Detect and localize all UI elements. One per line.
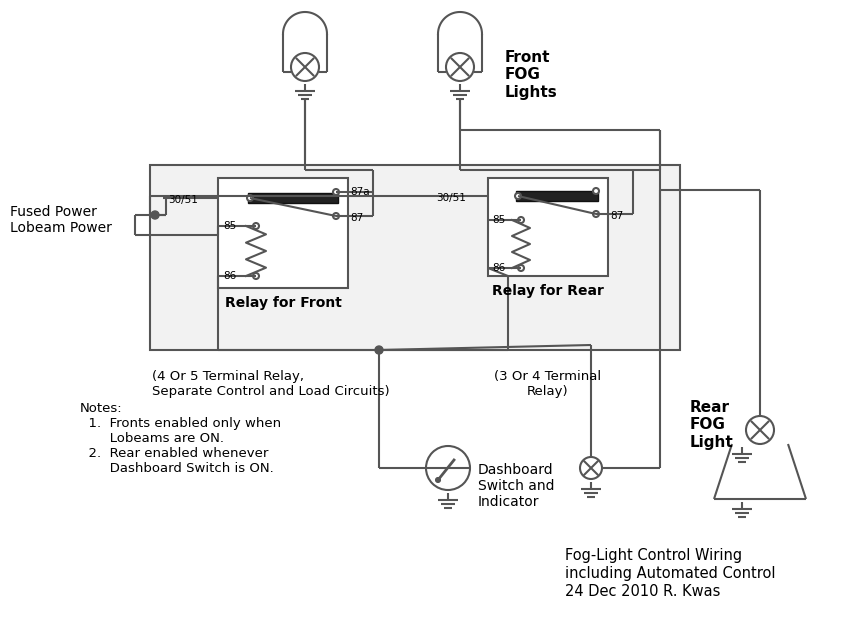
Circle shape [252, 223, 259, 229]
Text: Rear
FOG
Light: Rear FOG Light [690, 400, 733, 450]
Text: 30/51: 30/51 [436, 193, 465, 203]
Circle shape [517, 217, 523, 223]
Circle shape [425, 446, 469, 490]
Text: 24 Dec 2010 R. Kwas: 24 Dec 2010 R. Kwas [565, 584, 720, 599]
Text: Dashboard
Switch and
Indicator: Dashboard Switch and Indicator [478, 463, 554, 509]
Text: 86: 86 [491, 263, 505, 273]
Bar [218, 178, 348, 288]
Text: 85: 85 [491, 215, 505, 225]
Text: Notes:
  1.  Fronts enabled only when
       Lobeams are ON.
  2.  Rear enabled : Notes: 1. Fronts enabled only when Lobea… [80, 402, 281, 475]
Text: 86: 86 [223, 271, 236, 281]
Circle shape [246, 195, 252, 201]
Circle shape [436, 478, 440, 482]
Circle shape [517, 265, 523, 271]
Circle shape [579, 457, 601, 479]
Bar [488, 178, 608, 276]
Text: (4 Or 5 Terminal Relay,
Separate Control and Load Circuits): (4 Or 5 Terminal Relay, Separate Control… [152, 370, 389, 398]
Circle shape [446, 53, 473, 81]
Circle shape [333, 189, 338, 195]
Circle shape [514, 193, 521, 199]
Circle shape [290, 53, 319, 81]
Bar [516, 191, 598, 201]
Circle shape [252, 273, 259, 279]
Text: 85: 85 [223, 221, 236, 231]
Text: Fog-Light Control Wiring: Fog-Light Control Wiring [565, 548, 741, 563]
Circle shape [592, 211, 598, 217]
Text: Front
FOG
Lights: Front FOG Lights [505, 50, 557, 100]
Text: 87: 87 [609, 211, 623, 221]
Text: including Automated Control: including Automated Control [565, 566, 775, 581]
Text: Relay for Front: Relay for Front [225, 296, 341, 310]
Text: 87: 87 [349, 213, 363, 223]
Circle shape [333, 213, 338, 219]
Circle shape [745, 416, 773, 444]
Circle shape [151, 211, 159, 219]
Circle shape [592, 188, 598, 194]
Text: Fused Power
Lobeam Power: Fused Power Lobeam Power [10, 205, 111, 235]
Text: 87a: 87a [349, 187, 369, 197]
Circle shape [375, 346, 382, 354]
Bar [150, 165, 679, 350]
Text: (3 Or 4 Terminal
Relay): (3 Or 4 Terminal Relay) [494, 370, 601, 398]
Bar [247, 193, 338, 203]
Text: Relay for Rear: Relay for Rear [491, 284, 603, 298]
Text: 30/51: 30/51 [168, 195, 197, 205]
